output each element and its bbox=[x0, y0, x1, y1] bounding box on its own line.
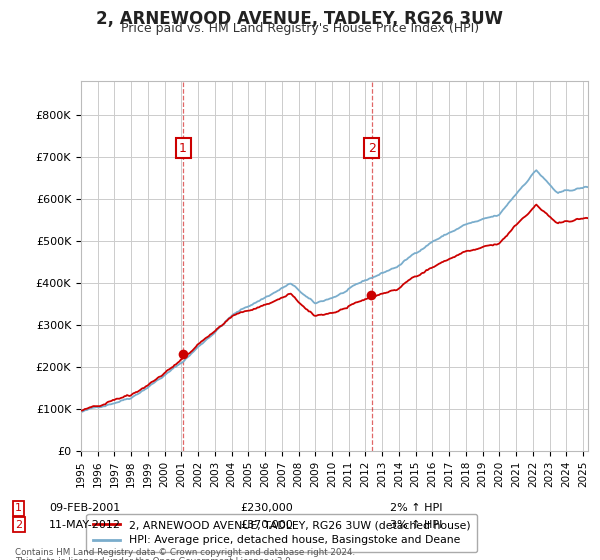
Text: This data is licensed under the Open Government Licence v3.0.: This data is licensed under the Open Gov… bbox=[15, 557, 293, 560]
Text: 3% ↑ HPI: 3% ↑ HPI bbox=[390, 520, 442, 530]
Text: Contains HM Land Registry data © Crown copyright and database right 2024.: Contains HM Land Registry data © Crown c… bbox=[15, 548, 355, 557]
Text: 1: 1 bbox=[179, 142, 187, 155]
Text: 2, ARNEWOOD AVENUE, TADLEY, RG26 3UW: 2, ARNEWOOD AVENUE, TADLEY, RG26 3UW bbox=[97, 10, 503, 28]
Text: 1: 1 bbox=[15, 503, 22, 514]
Legend: 2, ARNEWOOD AVENUE, TADLEY, RG26 3UW (detached house), HPI: Average price, detac: 2, ARNEWOOD AVENUE, TADLEY, RG26 3UW (de… bbox=[86, 514, 477, 552]
Text: 2% ↑ HPI: 2% ↑ HPI bbox=[390, 503, 443, 514]
Text: Price paid vs. HM Land Registry's House Price Index (HPI): Price paid vs. HM Land Registry's House … bbox=[121, 22, 479, 35]
Text: £230,000: £230,000 bbox=[240, 503, 293, 514]
Text: 2: 2 bbox=[368, 142, 376, 155]
Text: 2: 2 bbox=[15, 520, 22, 530]
Text: 09-FEB-2001: 09-FEB-2001 bbox=[49, 503, 121, 514]
Text: £370,000: £370,000 bbox=[240, 520, 293, 530]
Text: 11-MAY-2012: 11-MAY-2012 bbox=[49, 520, 121, 530]
